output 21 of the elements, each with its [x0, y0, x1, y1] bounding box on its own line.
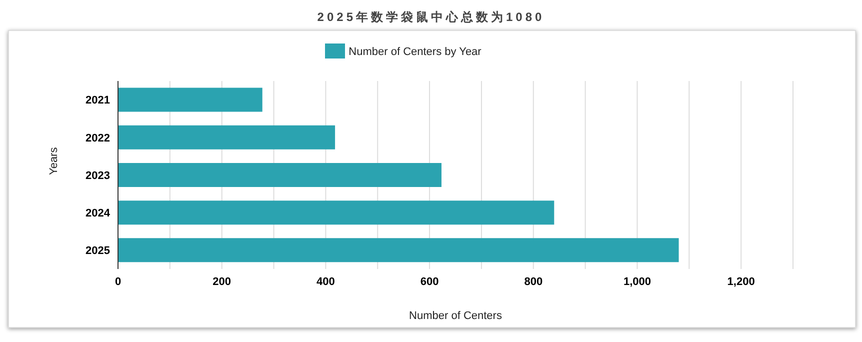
bar — [118, 162, 442, 187]
bar — [118, 88, 262, 112]
x-tick-label: 200 — [212, 276, 232, 288]
y-tick-label: 2025 — [86, 245, 110, 258]
x-tick-label: 800 — [524, 276, 543, 288]
x-axis-title: Number of Centers — [409, 310, 502, 322]
x-tick-label: 0 — [114, 276, 122, 288]
bar — [118, 238, 679, 262]
y-tick-label: 2021 — [86, 94, 110, 107]
y-tick-label: 2023 — [86, 170, 110, 182]
bar — [118, 200, 554, 225]
bar — [118, 125, 336, 150]
chart-title: 2025年数学袋鼠中心总数为1080 — [316, 9, 546, 26]
x-tick-label: 600 — [420, 276, 439, 288]
y-axis-title: Years — [48, 146, 60, 175]
legend-label: Number of Centers by Year — [348, 46, 482, 58]
y-tick-label: 2024 — [86, 208, 111, 220]
y-tick-label: 2022 — [86, 132, 110, 144]
x-tick-label: 1,000 — [623, 276, 651, 288]
x-tick-label: 1,200 — [727, 276, 755, 288]
x-tick-label: 400 — [316, 276, 335, 288]
